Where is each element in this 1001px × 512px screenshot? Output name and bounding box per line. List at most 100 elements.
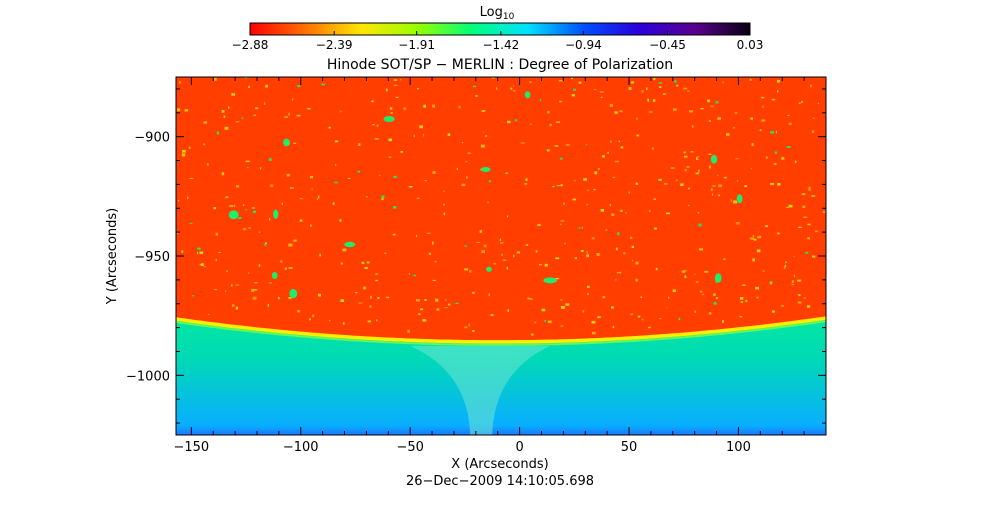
solar-limb-glow <box>176 320 826 346</box>
speckle-dot <box>423 133 425 137</box>
speckle-dot <box>231 93 235 96</box>
speckle-dot <box>617 232 620 236</box>
x-tick-label: 50 <box>621 440 638 455</box>
speckle-dot <box>233 204 236 207</box>
speckle-dot <box>418 313 421 316</box>
speckle-dot <box>722 81 725 84</box>
speckle-dot <box>203 143 205 146</box>
speckle-dot <box>546 149 550 152</box>
colorbar-ticks: −2.88 −2.39 −1.91 −1.42 −0.94 −0.45 0.03 <box>232 31 763 52</box>
speckle-dot <box>514 119 518 122</box>
speckle-dot <box>365 196 368 198</box>
speckle-dot <box>443 203 445 206</box>
speckle-dot <box>753 238 757 241</box>
speckle-dot <box>586 254 589 258</box>
speckle-dot <box>788 122 792 125</box>
speckle-dot <box>361 261 365 264</box>
y-axis-ticks: −1000 −950 −900 <box>126 88 826 424</box>
speckle-dot <box>647 98 650 102</box>
x-axis-label: X (Arcseconds) <box>451 457 548 472</box>
speckle-dot <box>707 99 710 103</box>
speckle-dot <box>739 297 744 300</box>
speckle-dot <box>377 297 380 299</box>
speckle-dot <box>646 87 648 91</box>
speckle-dot <box>628 191 630 194</box>
speckle-dot <box>777 90 779 93</box>
speckle-dot <box>400 151 403 153</box>
solar-limb <box>176 316 826 344</box>
speckle-dot <box>793 255 795 257</box>
speckle-dot <box>505 172 509 174</box>
speckle-dot <box>293 239 297 242</box>
speckle-dot <box>242 228 247 231</box>
speckle-dot <box>717 117 721 120</box>
speckle-dot <box>783 267 786 269</box>
speckle-dot <box>507 215 509 218</box>
speckle-dot <box>264 243 267 247</box>
speckle-dot <box>407 329 410 333</box>
speckle-dot <box>668 296 670 299</box>
speckle-dot <box>712 185 716 187</box>
speckle-dot <box>598 168 600 170</box>
speckle-dot <box>310 224 312 227</box>
colorbar-tick-label: −2.88 <box>232 38 269 52</box>
speckle-dot <box>615 160 619 163</box>
speckle-dot <box>749 78 752 81</box>
speckle-dot <box>564 242 566 245</box>
speckle-dot <box>807 223 811 226</box>
speckle-dot <box>468 270 472 273</box>
speckle-dot <box>812 117 815 119</box>
speckle-dot <box>245 209 247 211</box>
speckle-dot <box>571 94 575 97</box>
speckle-dot <box>416 88 419 90</box>
speckle-dot <box>455 302 459 304</box>
speckle-dot <box>586 203 589 206</box>
speckle-dot <box>392 233 396 236</box>
speckle-dot <box>248 272 250 274</box>
speckle-dot <box>461 183 466 187</box>
speckle-dot <box>424 180 427 182</box>
speckle-dot <box>750 237 755 240</box>
colorbar-label-subscript: 10 <box>503 12 515 22</box>
speckle-dot <box>655 267 658 271</box>
speckle-dot <box>762 270 765 272</box>
speckle-dot <box>610 140 612 144</box>
speckle-dot <box>572 198 577 201</box>
speckle-dot <box>687 90 690 92</box>
speckle-dot <box>805 251 809 254</box>
speckle-dot <box>822 210 826 214</box>
speckle-dot <box>600 91 604 93</box>
speckle-dot <box>297 310 300 313</box>
speckle-dot <box>423 104 426 108</box>
speckle-dot <box>507 120 511 124</box>
speckle-dot <box>670 167 675 169</box>
speckle-dot <box>448 303 451 306</box>
speckle-dot <box>496 87 498 90</box>
speckle-dot <box>683 270 687 272</box>
speckle-dot <box>187 196 189 200</box>
speckle-dot <box>659 86 662 88</box>
speckle-dot <box>223 115 226 118</box>
speckle-dot <box>659 318 662 320</box>
speckle-dot <box>293 142 297 144</box>
speckle-dot <box>750 117 753 120</box>
speckle-dot <box>297 85 301 88</box>
speckle-dot <box>288 243 293 247</box>
speckle-dot <box>363 286 366 290</box>
speckle-dot <box>286 173 290 177</box>
speckle-dot <box>637 315 641 318</box>
speckle-dot <box>218 252 221 253</box>
speckle-dot <box>724 176 727 179</box>
speckle-dot <box>424 299 427 301</box>
polarization-patch <box>736 194 743 204</box>
speckle-dot <box>761 119 766 122</box>
speckle-dot <box>311 188 313 190</box>
speckle-dot <box>268 158 272 161</box>
speckle-dot <box>780 305 785 307</box>
speckle-dot <box>278 296 280 300</box>
speckle-dot <box>251 288 255 292</box>
speckle-dot <box>181 250 184 253</box>
speckle-dot <box>248 85 250 89</box>
speckle-dot <box>631 245 634 248</box>
